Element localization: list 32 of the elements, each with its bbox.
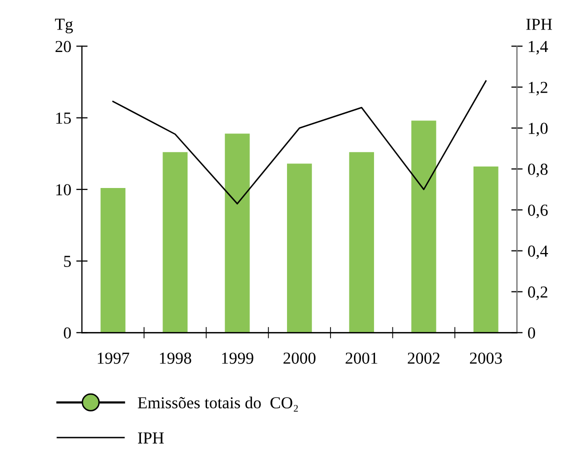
y-axis-title: Tg — [55, 18, 73, 34]
x-tick-label: 2001 — [346, 352, 378, 364]
y2-tick-label: 1,0 — [528, 122, 548, 136]
x-tick-label: 1999 — [222, 352, 254, 364]
x-tick-label: 2002 — [408, 352, 440, 364]
y2-tick-label: 1,2 — [528, 82, 548, 96]
y2-axis-title: IPH — [526, 18, 552, 30]
legend-label: Emissões totais do CO₂ — [138, 396, 298, 412]
bar — [287, 164, 312, 333]
y2-tick-label: 0 — [528, 327, 536, 339]
y2-tick-label: 0,4 — [528, 246, 548, 260]
bar — [411, 120, 436, 333]
legend-label: IPH — [138, 432, 164, 444]
line-series — [112, 80, 487, 204]
y2-tick-label: 0,8 — [528, 164, 548, 178]
y2-tick-label: 0,2 — [528, 286, 548, 300]
y-tick-label: 10 — [56, 184, 71, 196]
y2-tick-label: 1,4 — [528, 40, 548, 55]
x-tick-label: 2000 — [284, 352, 316, 364]
bar — [162, 152, 188, 333]
y-tick-label: 15 — [56, 112, 71, 124]
bar — [473, 166, 498, 333]
y2-tick-label: 0,6 — [528, 204, 548, 218]
y-tick-label: 20 — [56, 40, 71, 52]
bar — [224, 134, 250, 333]
x-tick-label: 2003 — [470, 352, 502, 364]
y-tick-label: 5 — [64, 256, 71, 267]
bar — [100, 188, 126, 333]
x-tick-label: 1998 — [160, 352, 192, 364]
bar — [349, 152, 374, 333]
y-tick-label: 0 — [64, 327, 71, 339]
x-tick-label: 1997 — [98, 352, 130, 364]
